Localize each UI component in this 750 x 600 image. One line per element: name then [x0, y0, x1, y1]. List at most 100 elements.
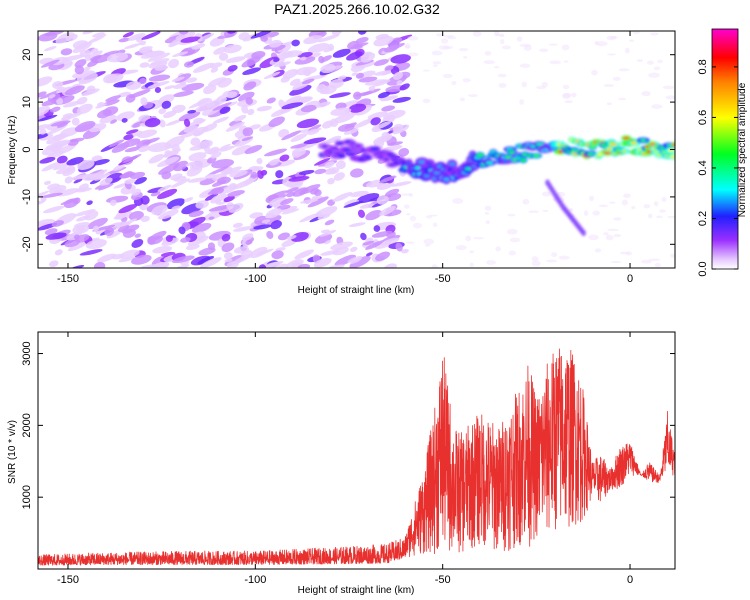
noise-blob	[500, 38, 505, 45]
noise-blob	[598, 204, 608, 208]
noise-blob	[353, 91, 362, 100]
colorbar-label: Normalized spectral amplitude	[737, 82, 748, 217]
noise-blob	[296, 118, 320, 129]
noise-blob	[157, 188, 178, 200]
noise-blob	[349, 190, 369, 197]
noise-blob	[392, 96, 411, 103]
noise-blob	[455, 245, 467, 251]
noise-blob	[324, 168, 334, 175]
noise-blob	[38, 114, 58, 122]
noise-blob	[662, 85, 675, 90]
noise-blob	[432, 222, 438, 228]
noise-blob	[171, 76, 185, 82]
noise-blob	[99, 114, 117, 124]
noise-blob	[139, 78, 147, 85]
noise-blob	[104, 227, 115, 237]
noise-blob	[139, 40, 147, 46]
noise-blob	[381, 145, 403, 152]
noise-blob	[356, 193, 380, 204]
noise-blob	[187, 177, 207, 183]
noise-blob	[194, 102, 216, 113]
snr-x-tick-label: 0	[627, 574, 633, 586]
signal-blob	[426, 162, 433, 166]
noise-blob	[618, 68, 630, 72]
noise-blob	[106, 229, 123, 239]
noise-blob	[172, 51, 189, 58]
noise-blob	[613, 233, 622, 238]
noise-blob	[268, 39, 282, 48]
noise-blob	[531, 260, 541, 267]
noise-blob	[103, 73, 118, 84]
snr-panel: -150 -100 -50 0 1000 2000 3000 Height of stra…	[7, 331, 676, 596]
spectrogram-y-tick-label: 20	[21, 49, 33, 61]
noise-blob	[183, 197, 194, 203]
noise-blob	[156, 156, 180, 168]
noise-blob	[118, 256, 135, 263]
noise-blob	[86, 200, 93, 206]
noise-blob	[249, 246, 268, 259]
noise-blob	[121, 117, 128, 123]
snr-y-label: SNR (10 * v/v)	[7, 420, 18, 484]
noise-blob	[192, 62, 215, 73]
noise-blob	[39, 128, 47, 135]
noise-blob	[306, 128, 320, 135]
noise-blob	[278, 206, 298, 213]
noise-blob	[106, 195, 129, 203]
noise-blob	[144, 117, 161, 128]
noise-blob	[183, 61, 194, 68]
noise-blob	[204, 193, 219, 201]
noise-blob	[451, 80, 457, 86]
noise-blob	[147, 142, 172, 152]
noise-blob	[223, 252, 233, 260]
figure-title: PAZ1.2025.266.10.02.G32	[274, 1, 440, 17]
noise-blob	[656, 215, 663, 219]
noise-blob	[641, 90, 651, 97]
noise-blob	[424, 244, 431, 247]
noise-blob	[263, 71, 281, 80]
noise-blob	[387, 37, 403, 47]
noise-blob	[225, 56, 246, 63]
spectrogram-noise	[38, 31, 675, 268]
noise-blob	[351, 72, 358, 76]
noise-blob	[148, 60, 168, 69]
noise-blob	[124, 43, 142, 50]
noise-blob	[75, 234, 90, 243]
noise-blob	[79, 249, 103, 256]
noise-blob	[56, 166, 76, 175]
snr-x-label: Height of straight line (km)	[298, 585, 415, 596]
noise-blob	[625, 47, 630, 54]
noise-blob	[588, 234, 599, 241]
signal-blob	[365, 156, 371, 160]
noise-blob	[359, 203, 375, 209]
noise-blob	[243, 81, 257, 91]
noise-blob	[123, 134, 135, 141]
noise-blob	[47, 183, 61, 191]
noise-blob	[131, 188, 142, 196]
noise-blob	[330, 107, 352, 116]
signal-blob	[640, 138, 646, 142]
spectrogram-y-tick-label: 0	[21, 146, 33, 152]
noise-blob	[247, 108, 255, 116]
noise-blob	[516, 36, 523, 42]
noise-blob	[41, 146, 61, 156]
noise-blob	[250, 31, 273, 39]
noise-blob	[625, 251, 632, 256]
noise-blob	[56, 97, 64, 105]
signal-blob	[322, 144, 328, 148]
noise-blob	[426, 215, 433, 219]
noise-blob	[562, 84, 570, 90]
noise-blob	[432, 61, 442, 65]
noise-blob	[441, 38, 449, 44]
noise-blob	[569, 208, 574, 212]
noise-blob	[191, 222, 212, 233]
noise-blob	[244, 145, 263, 155]
noise-blob	[343, 200, 364, 208]
noise-blob	[538, 48, 549, 53]
noise-blob	[473, 237, 485, 240]
noise-blob	[465, 235, 472, 242]
signal-blob	[649, 142, 656, 146]
noise-blob	[667, 215, 675, 219]
signal-blob	[621, 149, 628, 153]
noise-blob	[193, 117, 204, 124]
noise-blob	[270, 107, 289, 118]
